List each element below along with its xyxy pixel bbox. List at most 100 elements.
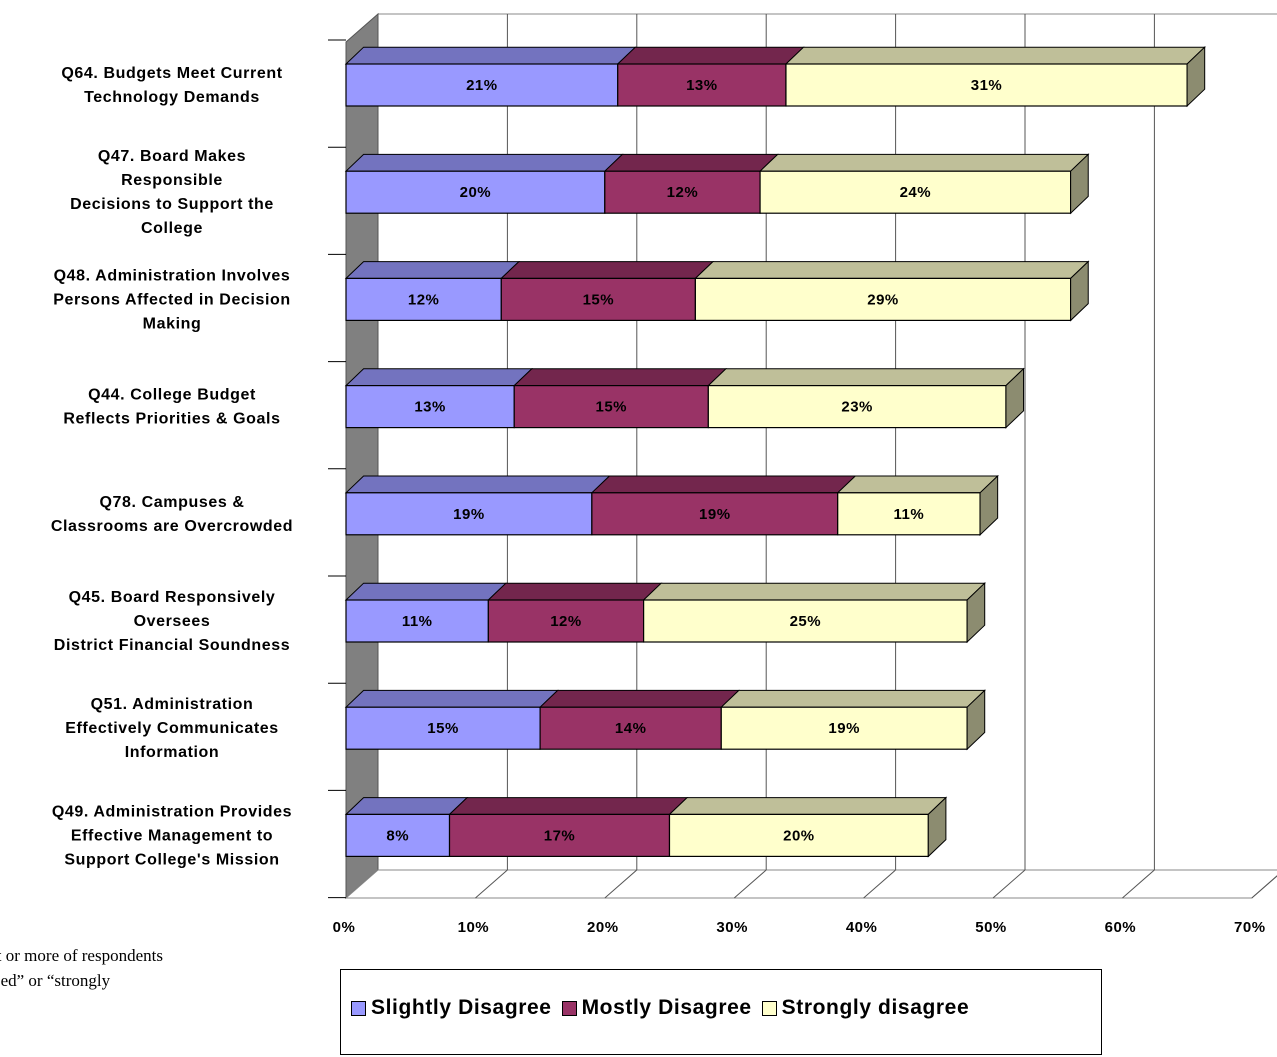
bar-strongly-disagree (707, 385, 1007, 429)
data-label: 15% (427, 720, 459, 737)
x-tick-label: 10% (458, 919, 490, 936)
category-label: Reflects Priorities & Goals (63, 411, 280, 428)
data-label: 31% (971, 77, 1003, 94)
bar-top-slightly-disagree (344, 582, 508, 601)
data-label: 12% (408, 291, 440, 308)
data-label: 14% (615, 720, 647, 737)
bar-top-slightly-disagree (344, 368, 534, 387)
bar-top-strongly-disagree (642, 582, 986, 601)
legend-item-mostly-disagree: Mostly Disagree (561, 996, 752, 1020)
data-label: 17% (544, 827, 576, 844)
bar-slightly-disagree (345, 385, 515, 429)
legend-label-slightly-disagree: Slightly Disagree (371, 996, 552, 1019)
legend-label-mostly-disagree: Mostly Disagree (581, 996, 752, 1019)
gridline-floor (604, 869, 638, 899)
bar-top-slightly-disagree (344, 153, 624, 172)
chart-legend: Slightly Disagree Mostly Disagree Strong… (340, 969, 1102, 1055)
data-label: 29% (867, 291, 899, 308)
data-label: 12% (550, 613, 582, 630)
data-label: 11% (402, 613, 433, 630)
category-label: Q49. Administration Provides (52, 803, 292, 820)
bar-top-mostly-disagree (590, 475, 857, 494)
category-label: Effective Management to (71, 827, 273, 844)
category-label: Q48. Administration Involves (54, 267, 291, 284)
category-label: College (141, 220, 203, 237)
legend-swatch-strongly-disagree (761, 1000, 777, 1016)
stacked-bar-chart: 0% 10% 20% 30% 40% 50% 60% 70% 21% 13% 31% Q64. Bud… (51, 12, 1277, 936)
bar-end-face (966, 689, 986, 751)
category-label: Technology Demands (84, 89, 260, 106)
x-tick-label: 30% (716, 919, 748, 936)
bar-top-strongly-disagree (836, 475, 999, 494)
gridline-floor (733, 869, 767, 899)
bar-slightly-disagree (345, 277, 502, 321)
gridline-floor (1122, 869, 1155, 899)
bar-end-face (1005, 367, 1025, 429)
data-label: 19% (828, 720, 860, 737)
bar-end-face (1070, 153, 1089, 215)
bar-mostly-disagree (591, 492, 839, 536)
bar-slightly-disagree (345, 599, 489, 643)
category-label: Q44. College Budget (88, 387, 256, 404)
bar-top-mostly-disagree (512, 368, 728, 387)
x-tick-label: 70% (1234, 919, 1266, 936)
legend-swatch-mostly-disagree (561, 1000, 577, 1016)
x-tick-label: 0% (333, 919, 356, 936)
bar-strongly-disagree (694, 277, 1072, 321)
bar-end-face (966, 582, 986, 644)
data-label: 25% (790, 613, 822, 630)
data-label: 23% (841, 399, 873, 416)
bar-top-strongly-disagree (694, 261, 1090, 279)
data-label: 12% (667, 184, 699, 201)
data-label: 13% (686, 77, 718, 94)
bar-top-mostly-disagree (616, 46, 805, 65)
chart-floor (344, 869, 1277, 899)
x-tick-label: 60% (1105, 919, 1137, 936)
bar-top-strongly-disagree (668, 797, 948, 815)
bar-end-face (979, 474, 999, 536)
bar-top-slightly-disagree (344, 261, 521, 279)
data-label: 20% (460, 184, 492, 201)
gridline-floor (992, 869, 1026, 899)
category-label: District Financial Soundness (54, 637, 290, 654)
category-label: Decisions to Support the (70, 196, 274, 213)
bar-slightly-disagree (345, 813, 451, 858)
category-label: Making (143, 315, 202, 332)
footnote-text: ercent or more of respondents isagreed” … (0, 946, 163, 990)
data-label: 15% (583, 291, 615, 308)
bar-top-mostly-disagree (603, 153, 779, 172)
bar-top-slightly-disagree (344, 797, 469, 815)
category-label: Effectively Communicates (65, 720, 279, 737)
bar-mostly-disagree (448, 813, 671, 858)
category-label: Q47. Board Makes (98, 148, 246, 165)
bar-top-mostly-disagree (487, 582, 663, 601)
bar-top-strongly-disagree (758, 153, 1090, 172)
bar-top-mostly-disagree (448, 797, 689, 815)
bar-end-face (1186, 46, 1206, 108)
bar-top-mostly-disagree (500, 261, 715, 279)
gridline-floor (863, 869, 896, 899)
bar-top-slightly-disagree (344, 475, 611, 494)
bar-top-mostly-disagree (538, 689, 741, 708)
category-label: Persons Affected in Decision (53, 291, 291, 308)
bar-top-slightly-disagree (344, 46, 637, 65)
x-tick-label: 20% (587, 919, 619, 936)
category-label: Q64. Budgets Meet Current (61, 65, 282, 82)
bar-end-face (1070, 260, 1089, 322)
bar-strongly-disagree (643, 599, 968, 643)
data-label: 19% (453, 506, 485, 523)
data-label: 11% (894, 506, 925, 523)
data-label: 21% (466, 77, 498, 94)
category-label: Q78. Campuses & (99, 494, 244, 511)
category-label: Responsible (121, 172, 223, 189)
bar-end-face (927, 796, 947, 858)
bar-mostly-disagree (513, 385, 709, 429)
x-tick-label: 50% (975, 919, 1007, 936)
legend-item-slightly-disagree: Slightly Disagree (351, 996, 552, 1020)
data-label: 20% (783, 827, 815, 844)
bar-mostly-disagree (539, 706, 722, 750)
gridline-floor (1251, 875, 1277, 899)
bar-mostly-disagree (604, 170, 761, 214)
data-label: 13% (414, 399, 446, 416)
gridline-floor (475, 869, 508, 899)
